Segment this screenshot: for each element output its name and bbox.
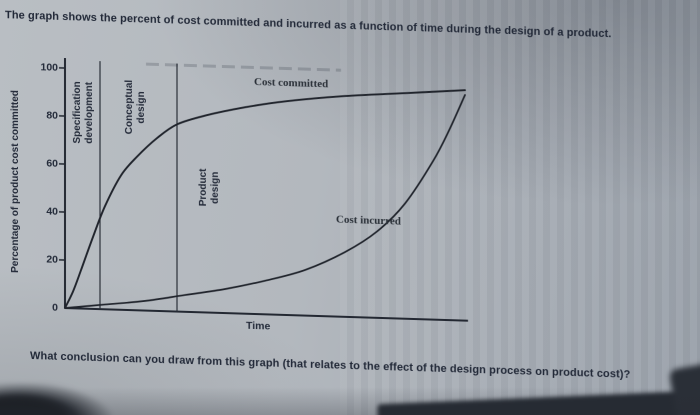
y-tick-label-20: 20 [46, 253, 58, 266]
phase-label-product-design: Product design [198, 168, 221, 207]
y-axis-title: Percentage of product cost committed [10, 89, 21, 274]
x-axis-line [65, 307, 468, 322]
y-tick-label-40: 40 [46, 205, 58, 218]
photo-streak-artifact [340, 0, 700, 415]
y-tick-label-0: 0 [52, 301, 58, 314]
cost-incurred-label: Cost incurred [336, 213, 401, 228]
phase-label-specification-development: Specification development [72, 81, 95, 144]
y-tick-label-80: 80 [46, 109, 58, 122]
y-tick-label-60: 60 [46, 157, 58, 170]
cost-incurred-curve [64, 94, 466, 309]
x-axis-label: Time [246, 319, 271, 333]
y-axis-ticks [59, 67, 65, 261]
cost-committed-curve [64, 89, 466, 309]
cost-committed-label: Cost committed [254, 75, 329, 91]
y-tick-label-100: 100 [40, 61, 58, 74]
phase-label-conceptual-design: Conceptual design [124, 79, 147, 135]
